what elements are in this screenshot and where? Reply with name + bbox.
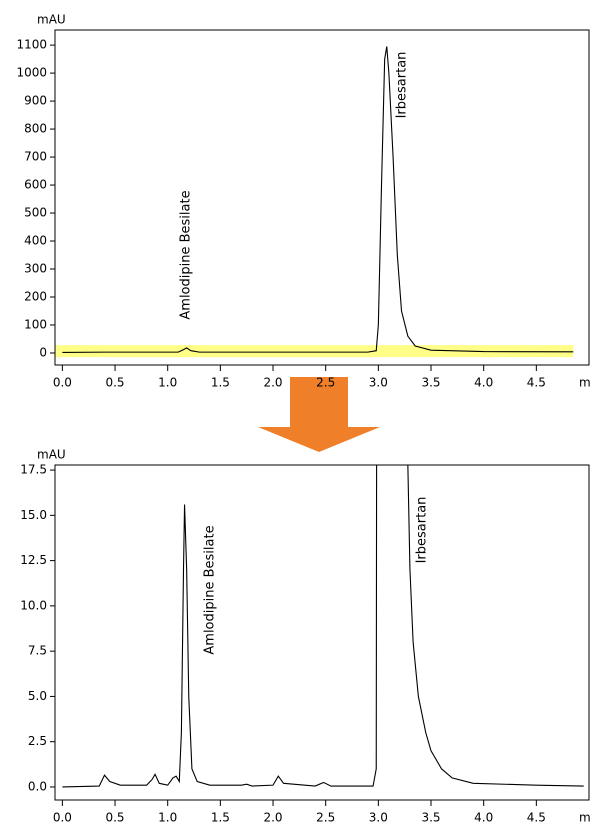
x-tick-label: 4.0: [474, 811, 493, 825]
y-tick-label: 10.0: [20, 598, 47, 612]
x-tick-label: 3.0: [369, 376, 388, 390]
y-tick-label: 5.0: [28, 689, 47, 703]
y-tick-label: 1000: [16, 66, 47, 80]
x-tick-label: 0.0: [53, 376, 72, 390]
trace-line: [62, 46, 574, 353]
x-tick-label: 2.5: [316, 811, 335, 825]
y-tick-label: 100: [24, 317, 47, 331]
y-tick-label: 0.0: [28, 779, 47, 793]
y-tick-label: 600: [24, 178, 47, 192]
peak-label: Irbesartan: [415, 497, 430, 564]
y-tick-label: 7.5: [28, 644, 47, 658]
peak-label: Amlodipine Besilate: [203, 525, 218, 654]
peak-label: Amlodipine Besilate: [179, 190, 194, 319]
y-tick-label: 200: [24, 289, 47, 303]
x-tick-label: 1.5: [211, 376, 230, 390]
y-tick-label: 12.5: [20, 553, 47, 567]
trace-line: [62, 465, 584, 788]
y-tick-label: 0: [39, 345, 47, 359]
x-tick-label: 4.5: [527, 811, 546, 825]
x-tick-label: 2.0: [263, 811, 282, 825]
y-tick-label: 500: [24, 206, 47, 220]
y-axis-label: mAU: [37, 13, 66, 27]
y-tick-label: 700: [24, 150, 47, 164]
x-tick-label: 0.5: [105, 376, 124, 390]
peak-label: Irbesartan: [395, 52, 410, 119]
plot-frame: [54, 464, 590, 801]
y-tick-label: 800: [24, 122, 47, 136]
x-tick-label: 2.5: [316, 376, 335, 390]
x-tick-label: 3.5: [421, 811, 440, 825]
x-tick-label: 1.0: [158, 376, 177, 390]
x-tick-label: 1.0: [158, 811, 177, 825]
zoom-arrow: [258, 377, 380, 452]
x-tick-label: 3.5: [421, 376, 440, 390]
x-tick-label: 1.5: [211, 811, 230, 825]
y-axis-label: mAU: [37, 448, 66, 462]
x-tick-label: 0.5: [105, 811, 124, 825]
x-axis-label: min: [579, 376, 590, 390]
x-tick-label: 4.5: [527, 376, 546, 390]
y-tick-label: 2.5: [28, 734, 47, 748]
y-tick-label: 15.0: [20, 508, 47, 522]
plot-frame: [54, 29, 590, 366]
y-tick-label: 17.5: [20, 463, 47, 477]
y-tick-label: 400: [24, 234, 47, 248]
x-tick-label: 4.0: [474, 376, 493, 390]
y-tick-label: 1100: [16, 38, 47, 52]
y-tick-label: 900: [24, 94, 47, 108]
x-tick-label: 3.0: [369, 811, 388, 825]
x-axis-label: min: [579, 811, 590, 825]
x-tick-label: 0.0: [53, 811, 72, 825]
x-tick-label: 2.0: [263, 376, 282, 390]
zoom-highlight: [55, 345, 574, 358]
y-tick-label: 300: [24, 262, 47, 276]
